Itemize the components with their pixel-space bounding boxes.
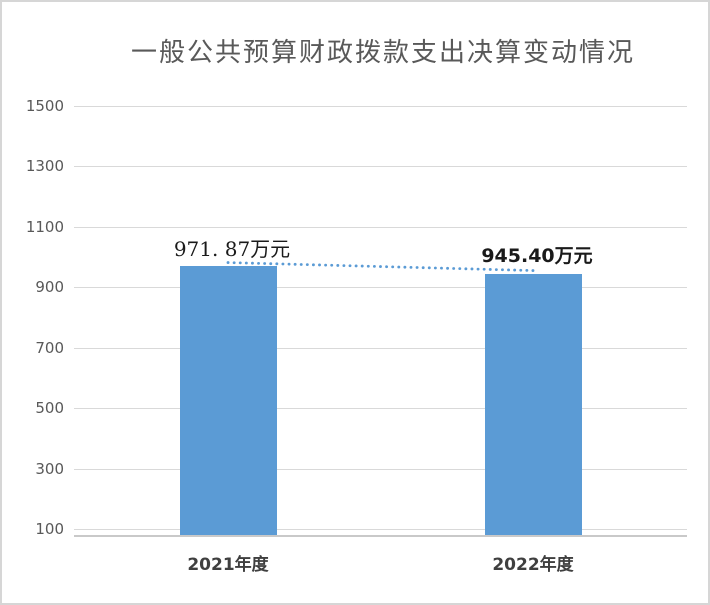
gridline: [74, 528, 687, 530]
x-axis-line: [74, 535, 687, 537]
gridline: [74, 166, 687, 168]
value-label: 945.40万元: [481, 244, 593, 267]
x-axis-category-label: 2021年度: [187, 555, 269, 575]
y-axis-tick-label: 900: [35, 278, 64, 297]
y-axis-tick-label: 500: [35, 399, 64, 418]
x-axis-category-label: 2022年度: [492, 555, 574, 575]
gridline: [74, 347, 687, 349]
y-axis-tick-label: 300: [35, 459, 64, 478]
gridline: [74, 287, 687, 289]
value-label: 971. 87万元: [173, 236, 291, 261]
gridline: [74, 226, 687, 228]
gridline: [74, 468, 687, 470]
y-axis-tick-label: 1500: [25, 97, 64, 115]
y-axis-tick-label: 1300: [25, 157, 64, 176]
y-axis-tick-label: 1100: [25, 217, 64, 236]
y-axis-tick-label: 100: [35, 519, 64, 538]
bar-2022年度: [484, 273, 582, 535]
y-axis-tick-label: 700: [35, 338, 64, 357]
bar-2021年度: [179, 265, 277, 535]
gridline: [74, 408, 687, 410]
gridline: [74, 106, 687, 107]
chart-title: 一般公共预算财政拨款支出决算变动情况: [130, 38, 635, 68]
